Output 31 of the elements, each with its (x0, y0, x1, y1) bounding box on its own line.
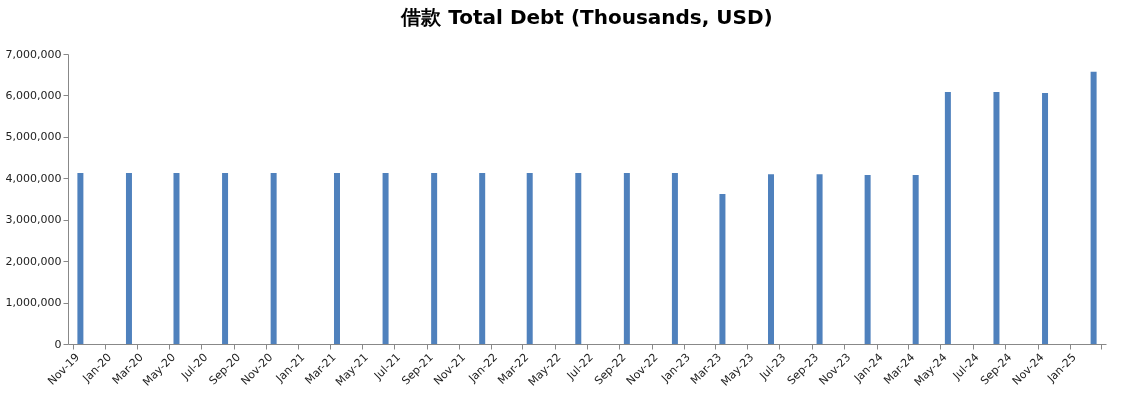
y-tick-label: 7,000,000 (5, 47, 62, 61)
bar (173, 172, 180, 344)
bar (993, 92, 1000, 344)
bar (719, 194, 726, 344)
bar (270, 172, 277, 344)
bar (382, 172, 389, 344)
y-tick-label: 0 (54, 337, 62, 351)
bar (334, 172, 340, 344)
bar (671, 172, 678, 344)
y-tick-label: 5,000,000 (5, 130, 62, 144)
bar (768, 174, 775, 344)
bar (816, 174, 823, 344)
bar (77, 172, 84, 344)
bar (431, 172, 438, 344)
y-tick-label: 4,000,000 (5, 171, 62, 185)
bar (912, 174, 919, 344)
bar (864, 174, 871, 344)
bar (125, 172, 132, 344)
chart-title: 借款 Total Debt (Thousands, USD) (400, 5, 773, 29)
bar (944, 92, 951, 344)
bar (526, 172, 533, 344)
bar (1090, 71, 1097, 344)
bar (1042, 92, 1049, 344)
bar (479, 172, 486, 344)
y-tick-label: 3,000,000 (5, 213, 62, 227)
bar (623, 172, 630, 344)
y-tick-label: 2,000,000 (5, 254, 62, 268)
y-tick-label: 1,000,000 (5, 296, 62, 310)
bar (222, 172, 229, 344)
bar (575, 172, 582, 344)
y-tick-label: 6,000,000 (5, 88, 62, 102)
